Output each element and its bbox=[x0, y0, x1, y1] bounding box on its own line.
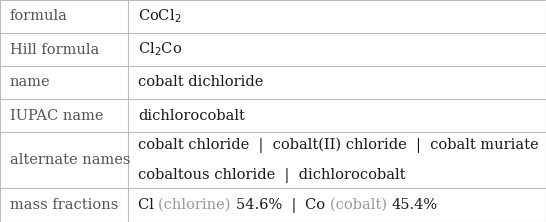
Text: mass fractions: mass fractions bbox=[10, 198, 118, 212]
Text: IUPAC name: IUPAC name bbox=[10, 109, 104, 123]
Text: alternate names: alternate names bbox=[10, 153, 130, 167]
Text: Hill formula: Hill formula bbox=[10, 42, 99, 57]
Text: (chlorine): (chlorine) bbox=[158, 198, 236, 212]
Text: dichlorocobalt: dichlorocobalt bbox=[138, 109, 245, 123]
Text: formula: formula bbox=[10, 10, 68, 24]
Text: Cl$_2$Co: Cl$_2$Co bbox=[138, 41, 182, 58]
Text: cobalt chloride  |  cobalt(II) chloride  |  cobalt muriate  |: cobalt chloride | cobalt(II) chloride | … bbox=[138, 137, 546, 153]
Text: CoCl$_2$: CoCl$_2$ bbox=[138, 8, 181, 25]
Text: cobaltous chloride  |  dichlorocobalt: cobaltous chloride | dichlorocobalt bbox=[138, 168, 406, 183]
Text: Co: Co bbox=[305, 198, 330, 212]
Text: cobalt dichloride: cobalt dichloride bbox=[138, 75, 263, 89]
Text: (cobalt): (cobalt) bbox=[330, 198, 391, 212]
Text: name: name bbox=[10, 75, 51, 89]
Text: Cl: Cl bbox=[138, 198, 158, 212]
Text: 54.6%  |: 54.6% | bbox=[236, 198, 305, 212]
Text: 45.4%: 45.4% bbox=[391, 198, 438, 212]
